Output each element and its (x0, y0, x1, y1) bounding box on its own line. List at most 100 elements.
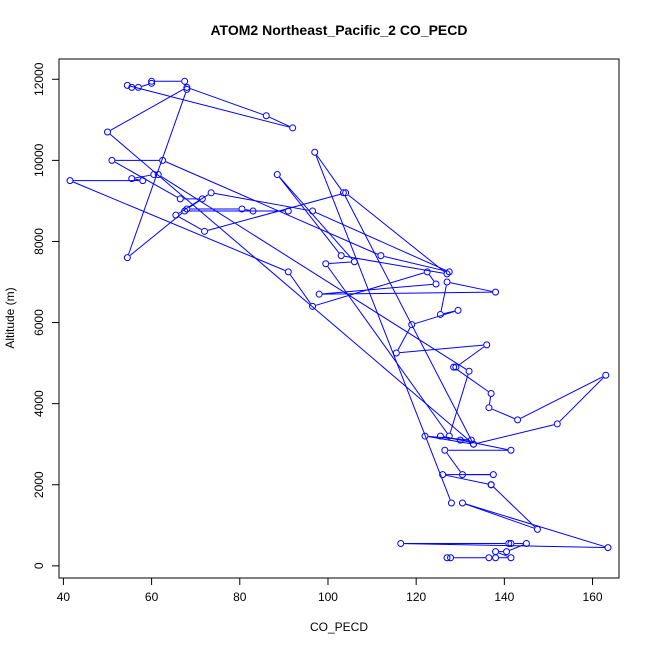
x-axis-label: CO_PECD (310, 620, 368, 634)
series-line-segment (279, 176, 340, 254)
series-line-segment (414, 310, 455, 325)
data-point (339, 189, 347, 197)
data-point (238, 205, 246, 213)
data-point (183, 85, 191, 93)
data-point (432, 280, 440, 288)
series-line-segment (322, 291, 493, 295)
data-point (66, 177, 74, 185)
series-line-segment (189, 200, 200, 208)
data-point (505, 540, 513, 548)
data-point (487, 481, 495, 489)
series-line-segment (456, 368, 489, 392)
data-point (604, 544, 612, 552)
data-point (159, 156, 167, 164)
series-line-segment (190, 88, 264, 116)
series-line-segment (397, 327, 411, 351)
data-point (450, 363, 458, 371)
data-point (134, 83, 142, 91)
series-line-segment (130, 85, 290, 128)
series-line-segment (165, 161, 378, 255)
series-line-segment (404, 543, 605, 549)
series-line-segment (428, 435, 468, 441)
data-point (452, 363, 460, 371)
series-line-segment (315, 272, 424, 306)
data-point (183, 205, 191, 213)
data-point (492, 288, 500, 296)
series-line-segment (129, 212, 183, 256)
data-point (423, 268, 431, 276)
series-lines (73, 80, 605, 559)
data-point (148, 77, 156, 85)
data-point (337, 252, 345, 260)
series-line-segment (443, 310, 455, 315)
series-line-segment (160, 176, 467, 370)
series-line-segment (458, 346, 485, 366)
data-point (273, 171, 281, 179)
series-line-segment (269, 116, 290, 127)
data-point (533, 525, 541, 533)
data-point (123, 81, 131, 89)
data-point (447, 499, 455, 507)
data-point (201, 227, 209, 235)
y-tick-label: 6000 (32, 309, 46, 336)
data-point (128, 83, 136, 91)
data-point (443, 554, 451, 562)
data-point (397, 540, 405, 548)
data-point (408, 321, 416, 329)
chart-title: ATOM2 Northeast_Pacific_2 CO_PECD (210, 22, 467, 38)
data-point (489, 471, 497, 479)
data-point (485, 554, 493, 562)
x-tick-label: 160 (583, 590, 603, 604)
data-point (454, 306, 462, 314)
x-tick-label: 40 (57, 590, 71, 604)
data-point (198, 195, 206, 203)
series-line-segment (440, 285, 447, 312)
y-tick-label: 4000 (32, 390, 46, 417)
series-line-segment (384, 255, 446, 272)
series-line-segment (329, 261, 351, 265)
data-point (181, 77, 189, 85)
data-point (436, 310, 444, 318)
series-line-segment (289, 274, 311, 304)
plot-frame (58, 58, 620, 579)
data-point (154, 171, 162, 179)
data-point (176, 195, 184, 203)
data-point (553, 420, 561, 428)
x-tick-label: 140 (494, 590, 514, 604)
x-axis: 40 60 80 100 120 140 160 (57, 578, 603, 604)
series-line-segment (327, 266, 448, 434)
y-tick-label: 0 (32, 562, 46, 569)
data-point (456, 436, 464, 444)
series-line-segment (315, 212, 447, 271)
data-point (487, 390, 495, 398)
data-point (181, 207, 189, 215)
series-line-segment (465, 503, 605, 548)
series-line-segment (207, 193, 343, 231)
data-point (507, 554, 515, 562)
data-point (392, 349, 400, 357)
series-line-segment (450, 282, 493, 292)
data-point (289, 124, 297, 132)
data-point (421, 432, 429, 440)
series-line-segment (109, 133, 472, 443)
series-line-segment (520, 376, 603, 419)
data-point (445, 268, 453, 276)
series-line-segment (344, 255, 444, 274)
series-line-segment (428, 436, 471, 445)
data-point (467, 436, 475, 444)
data-point (315, 290, 323, 298)
data-point (377, 252, 385, 260)
y-axis-label: Altitude (m) (3, 287, 17, 348)
x-tick-label: 60 (145, 590, 159, 604)
data-point (469, 440, 477, 448)
data-point (514, 416, 522, 424)
series-line-segment (476, 424, 554, 444)
data-point (309, 302, 317, 310)
series-line-segment (493, 486, 536, 528)
data-point (441, 446, 449, 454)
series-line-segment (110, 88, 185, 131)
data-point (507, 446, 515, 454)
series-line-segment (399, 344, 484, 354)
data-point (602, 371, 610, 379)
